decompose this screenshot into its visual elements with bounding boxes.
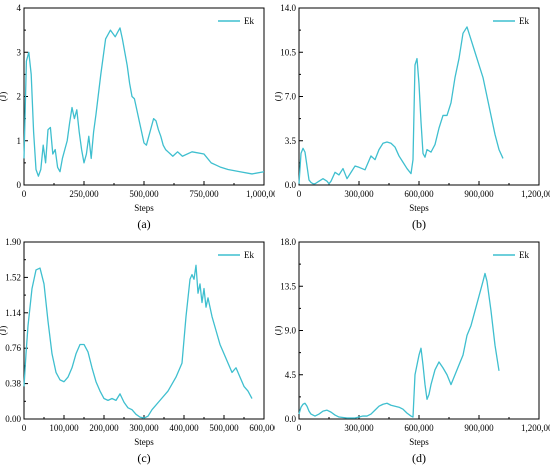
chart-panel-d: 0 300,000 600,000 900,000 1,200,000 0.0 4.5 9.0… [273, 234, 550, 468]
panel-label-a: (a) [137, 217, 150, 231]
panel-label-b: (b) [412, 217, 426, 231]
series-line-d [298, 272, 500, 419]
x-tick-label-b: 300,000 [344, 189, 374, 199]
y-tick-label-c: 1.52 [5, 272, 21, 282]
x-tick-label-a: 250,000 [69, 189, 99, 199]
legend-label-a: Ek [244, 16, 254, 26]
x-tick-label-d: 300,000 [344, 423, 374, 433]
series-line-b [298, 26, 504, 185]
y-tick-label-a: 3 [17, 47, 22, 57]
x-tick-label-b: 600,000 [404, 189, 434, 199]
y-tick-label-a: 4 [17, 3, 22, 13]
y-tick-label-c: 0.76 [5, 343, 21, 353]
y-tick-label-d: 18.0 [280, 237, 296, 247]
y-tick-label-c: 1.90 [5, 237, 21, 247]
y-tick-label-d: 13.5 [280, 281, 296, 291]
y-tick-label-a: 0 [17, 180, 22, 190]
x-tick-label-a: 750,000 [189, 189, 219, 199]
y-tick-label-d: 9.0 [285, 326, 297, 336]
x-tick-label-d: 600,000 [404, 423, 434, 433]
x-tick-label-c: 400,000 [169, 423, 199, 433]
y-axis-label-c: (J) [0, 326, 8, 336]
panel-label-c: (c) [137, 451, 150, 465]
x-axis-label-b: Steps [409, 203, 429, 213]
x-tick-label-c: 0 [22, 423, 27, 433]
chart-panel-b: 0 300,000 600,000 900,000 1,200,000 0.0 3.5 7.0… [273, 0, 550, 234]
x-tick-label-c: 100,000 [49, 423, 79, 433]
plot-frame-c [23, 241, 265, 420]
x-tick-label-a: 500,000 [129, 189, 159, 199]
x-tick-label-a: 1,000,000 [246, 189, 275, 199]
series-line-a [23, 27, 265, 177]
y-tick-label-d: 4.5 [285, 370, 297, 380]
chart-c-svg: 0 100,000 200,000 300,000 400,000 500,000 600,… [0, 237, 279, 465]
series-line-c [23, 264, 253, 419]
x-tick-label-a: 0 [22, 189, 27, 199]
legend-label-c: Ek [244, 250, 254, 260]
y-axis-label-b: (J) [275, 92, 283, 102]
y-tick-label-b: 3.5 [285, 136, 297, 146]
chart-panel-a: 0 250,000 500,000 750,000 1,000,000 0 1 2 3 4 Step… [0, 0, 283, 234]
x-tick-label-c: 200,000 [89, 423, 119, 433]
x-tick-label-c: 500,000 [209, 423, 239, 433]
panel-label-d: (d) [412, 451, 426, 465]
x-tick-label-b: 900,000 [464, 189, 494, 199]
y-tick-label-a: 1 [17, 136, 22, 146]
chart-a-svg: 0 250,000 500,000 750,000 1,000,000 0 1 2 3 4 Step… [0, 3, 283, 231]
x-axis-label-d: Steps [409, 437, 429, 447]
chart-b-svg: 0 300,000 600,000 900,000 1,200,000 0.0 3.5 7.0… [273, 3, 550, 231]
legend-label-b: Ek [519, 16, 529, 26]
legend-label-d: Ek [519, 250, 529, 260]
y-tick-label-a: 2 [17, 92, 22, 102]
y-tick-label-c: 0.38 [5, 379, 21, 389]
plot-frame-d [298, 241, 540, 420]
y-axis-label-d: (J) [275, 326, 283, 336]
y-tick-label-d: 0.0 [285, 414, 297, 424]
x-tick-label-b: 1,200,000 [521, 189, 550, 199]
x-tick-label-c: 600,000 [249, 423, 275, 433]
x-axis-label-c: Steps [134, 437, 154, 447]
plot-frame-a [23, 7, 265, 186]
x-axis-label-a: Steps [134, 203, 154, 213]
x-tick-label-c: 300,000 [129, 423, 159, 433]
y-tick-label-c: 0.00 [5, 414, 21, 424]
y-axis-label-a: (J) [0, 92, 8, 102]
x-tick-label-b: 0 [297, 189, 302, 199]
chart-panel-c: 0 100,000 200,000 300,000 400,000 500,000 600,… [0, 234, 279, 468]
y-tick-label-b: 0.0 [285, 180, 297, 190]
x-tick-label-d: 900,000 [464, 423, 494, 433]
chart-d-svg: 0 300,000 600,000 900,000 1,200,000 0.0 4.5 9.0… [273, 237, 550, 465]
y-tick-label-c: 1.14 [5, 308, 21, 318]
y-tick-label-b: 7.0 [285, 92, 297, 102]
x-tick-label-d: 0 [297, 423, 302, 433]
y-tick-label-b: 14.0 [280, 3, 296, 13]
x-tick-label-d: 1,200,000 [521, 423, 550, 433]
y-tick-label-b: 10.5 [280, 47, 296, 57]
